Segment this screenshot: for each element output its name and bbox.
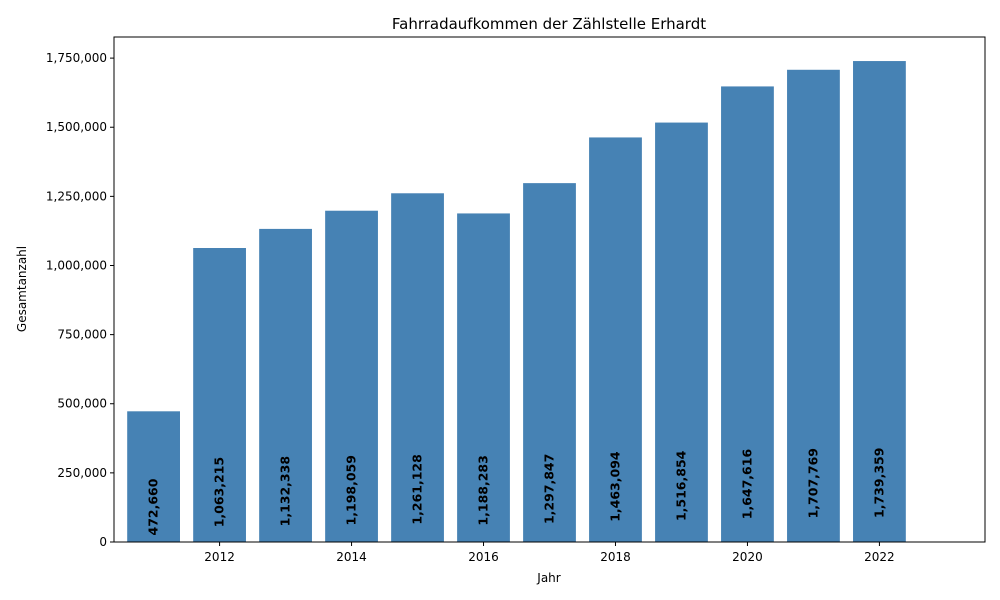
x-axis: 2012 2014 2016 2018 2020 2022 (204, 542, 895, 564)
data-label-2013: 1,132,338 (278, 456, 293, 526)
x-axis-title: Jahr (536, 571, 560, 585)
y-tick-label: 250,000 (57, 466, 107, 480)
y-tick-label: 1,750,000 (46, 51, 107, 65)
data-label-2020: 1,647,616 (739, 449, 754, 520)
bar-2014 (325, 210, 378, 542)
data-label-2022: 1,739,359 (871, 448, 886, 518)
data-label-2021: 1,707,769 (805, 448, 820, 518)
bar-2011 (127, 411, 180, 542)
bar-labels-group: 472,660 1,063,215 1,132,338 1,198,059 1,261,… (146, 448, 887, 536)
bar-2018 (589, 137, 642, 542)
x-tick-label: 2020 (732, 550, 763, 564)
data-label-2016: 1,188,283 (476, 455, 491, 525)
bar-2022 (853, 61, 906, 543)
data-label-2018: 1,463,094 (607, 451, 622, 522)
data-label-2015: 1,261,128 (410, 454, 425, 524)
x-tick-label: 2016 (468, 550, 499, 564)
x-tick-label: 2018 (600, 550, 631, 564)
data-label-2019: 1,516,854 (673, 450, 688, 521)
data-label-2017: 1,297,847 (542, 454, 557, 524)
bar-2020 (721, 86, 774, 543)
y-tick-label: 1,250,000 (46, 189, 107, 203)
y-tick-label: 0 (99, 535, 107, 549)
bar-2019 (655, 122, 708, 542)
plot-frame (113, 36, 986, 543)
x-tick-label: 2014 (336, 550, 367, 564)
bar-2017 (523, 183, 576, 542)
bar-2021 (787, 69, 840, 542)
y-tick-label: 1,500,000 (46, 120, 107, 134)
data-label-2011: 472,660 (146, 478, 161, 535)
x-tick-label: 2012 (204, 550, 235, 564)
y-tick-label: 1,000,000 (46, 258, 107, 272)
bar-2013 (259, 228, 312, 542)
bar-2016 (457, 213, 510, 542)
data-label-2012: 1,063,215 (212, 457, 227, 527)
y-axis: 0 250,000 500,000 750,000 1,000,000 1,250,000… (46, 51, 114, 549)
chart-title: Fahrradaufkommen der Zählstelle Erhardt (392, 15, 706, 33)
bars-group (127, 61, 906, 543)
bar-2012 (193, 248, 246, 542)
y-tick-label: 500,000 (57, 397, 107, 411)
bar-2015 (391, 193, 444, 542)
data-label-2014: 1,198,059 (344, 455, 359, 525)
y-tick-label: 750,000 (57, 328, 107, 342)
y-axis-title: Gesamtanzahl (15, 246, 29, 332)
x-tick-label: 2022 (864, 550, 895, 564)
